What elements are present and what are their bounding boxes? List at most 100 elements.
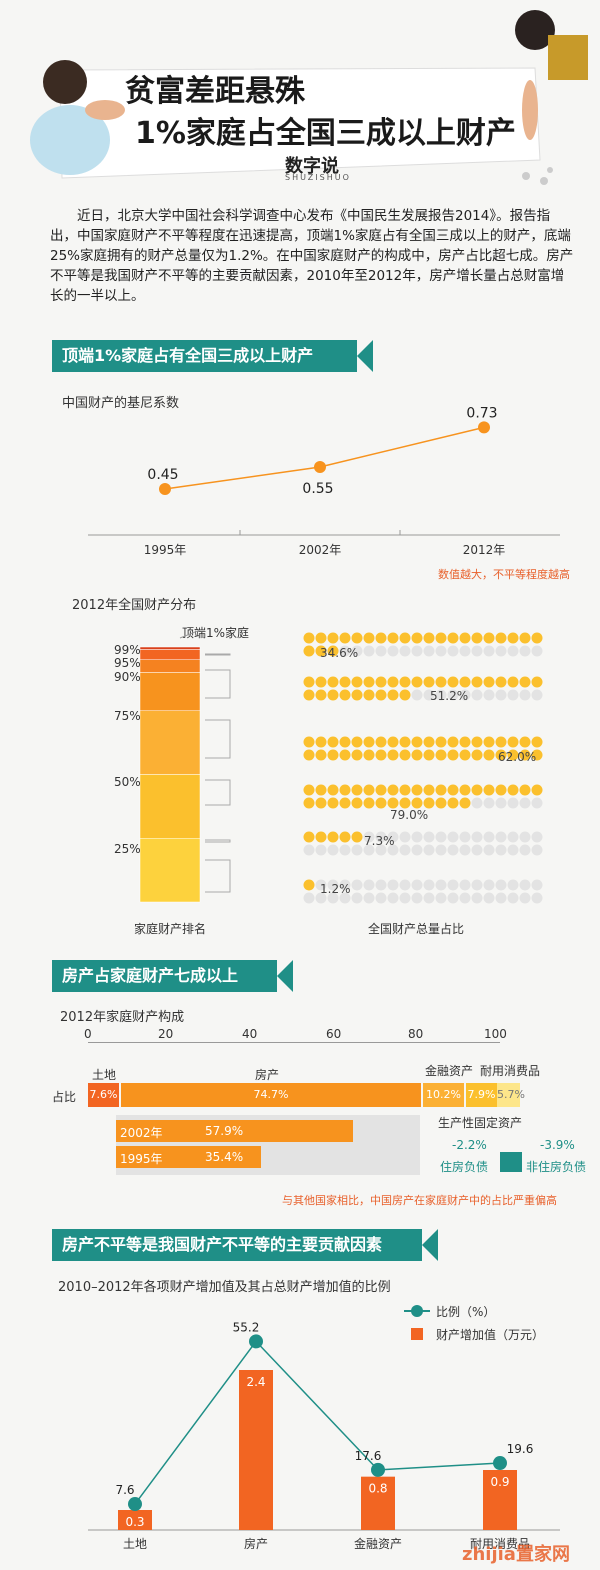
- share-dot: [483, 892, 495, 904]
- share-dot: [519, 736, 531, 748]
- share-dot: [495, 831, 507, 843]
- share-dot: [471, 879, 483, 891]
- share-dot: [495, 689, 507, 701]
- composition-note: 与其他国家相比，中国房产在家庭财产中的占比严重偏高: [282, 1194, 557, 1207]
- title-line1: 贫富差距悬殊: [125, 74, 305, 109]
- rank-label: 25%: [114, 842, 141, 856]
- axis-tick: 0: [84, 1027, 92, 1041]
- share-dot: [459, 892, 471, 904]
- share-dot: [507, 632, 519, 644]
- share-dot: [483, 879, 495, 891]
- share-label: 34.6%: [320, 646, 359, 660]
- share-dot: [483, 632, 495, 644]
- share-dot: [495, 676, 507, 688]
- share-dot: [483, 797, 495, 809]
- gini-category-label: 2012年: [463, 543, 506, 557]
- share-dot: [363, 676, 375, 688]
- share-dot: [327, 879, 339, 891]
- share-dot: [519, 632, 531, 644]
- increase-category-label: 房产: [244, 1536, 268, 1551]
- share-dot: [519, 645, 531, 657]
- share-dot: [387, 632, 399, 644]
- share-dot: [423, 736, 435, 748]
- increase-line: [134, 1340, 501, 1505]
- share-dot: [519, 844, 531, 856]
- bar-house: 74.7%: [121, 1083, 421, 1107]
- share-dot: [519, 784, 531, 796]
- increase-bar: [361, 1476, 395, 1530]
- share-dot: [507, 831, 519, 843]
- share-dot: [363, 892, 375, 904]
- share-dot: [423, 879, 435, 891]
- share-dot: [375, 676, 387, 688]
- gini-point: [478, 421, 490, 434]
- share-dot: [519, 831, 531, 843]
- rank-label: 90%: [114, 670, 141, 684]
- share-dot: [459, 632, 471, 644]
- share-dot: [399, 797, 411, 809]
- share-dot: [435, 736, 447, 748]
- share-dot: [483, 749, 495, 761]
- top-1pct-label: 顶端1%家庭: [182, 626, 250, 640]
- distribution-chart: [139, 630, 543, 904]
- share-dot: [411, 831, 423, 843]
- axis-tick: 40: [242, 1027, 258, 1041]
- share-dot: [315, 689, 327, 701]
- share-dot: [459, 844, 471, 856]
- share-bracket: [205, 653, 231, 656]
- gini-category-label: 2002年: [299, 543, 342, 557]
- share-dot: [351, 831, 363, 843]
- share-label: 51.2%: [430, 689, 469, 703]
- share-dot: [495, 736, 507, 748]
- share-dot: [471, 784, 483, 796]
- share-dot: [375, 689, 387, 701]
- share-dot: [435, 632, 447, 644]
- share-dot: [387, 736, 399, 748]
- increase-bar: [483, 1470, 517, 1530]
- share-dot: [459, 797, 471, 809]
- share-dot: [375, 749, 387, 761]
- increase-bar: [118, 1510, 152, 1530]
- value-2002: 57.9%: [205, 1124, 244, 1138]
- share-dot: [531, 844, 543, 856]
- share-dot: [447, 632, 459, 644]
- share-dot: [471, 645, 483, 657]
- share-dot: [327, 736, 339, 748]
- year-1995-label: 1995年: [120, 1152, 163, 1166]
- share-dot: [327, 749, 339, 761]
- header-illustration: [30, 10, 588, 185]
- share-dot: [483, 844, 495, 856]
- share-dot: [327, 645, 339, 657]
- banner-arrow-icon: [277, 960, 293, 992]
- share-dot: [531, 645, 543, 657]
- share-dot: [507, 645, 519, 657]
- rank-label: 75%: [114, 709, 141, 723]
- share-dot: [531, 736, 543, 748]
- debt-house-label: 住房负债: [440, 1160, 489, 1174]
- share-dot: [423, 645, 435, 657]
- share-dot: [471, 844, 483, 856]
- share-label: 62.0%: [498, 750, 537, 764]
- cat-land-label: 土地: [92, 1068, 117, 1082]
- axis-line: [88, 1042, 500, 1043]
- section4-banner: 房产不平等是我国财产不平等的主要贡献因素: [52, 1229, 422, 1261]
- increase-line-point: [128, 1497, 142, 1512]
- share-dot: [483, 831, 495, 843]
- share-dot: [447, 689, 459, 701]
- share-dot: [447, 749, 459, 761]
- share-dot: [315, 797, 327, 809]
- share-dot: [435, 689, 447, 701]
- share-dot: [531, 632, 543, 644]
- share-dot: [459, 879, 471, 891]
- share-dot: [531, 831, 543, 843]
- share-dot: [303, 844, 315, 856]
- increase-line-point: [493, 1456, 507, 1471]
- share-label: 79.0%: [390, 808, 429, 822]
- bar-durable: 7.9%: [466, 1083, 497, 1107]
- share-dot: [339, 676, 351, 688]
- share-dot: [447, 784, 459, 796]
- share-dot: [363, 784, 375, 796]
- share-dot: [507, 676, 519, 688]
- axis-right-label: 全国财产总量占比: [368, 922, 465, 936]
- share-dot: [507, 689, 519, 701]
